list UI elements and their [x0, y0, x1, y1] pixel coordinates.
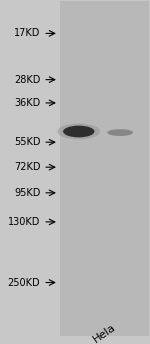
Ellipse shape [107, 129, 133, 136]
Text: 130KD: 130KD [8, 217, 40, 227]
Ellipse shape [63, 126, 94, 137]
Text: Hela: Hela [91, 322, 118, 344]
Text: 55KD: 55KD [14, 137, 40, 147]
Ellipse shape [57, 123, 100, 140]
Bar [60, 1, 149, 336]
Text: 28KD: 28KD [14, 75, 40, 85]
Text: 36KD: 36KD [14, 98, 40, 108]
Text: 250KD: 250KD [8, 278, 40, 288]
Text: 72KD: 72KD [14, 162, 40, 172]
Text: 17KD: 17KD [14, 29, 40, 39]
Text: 95KD: 95KD [14, 188, 40, 198]
